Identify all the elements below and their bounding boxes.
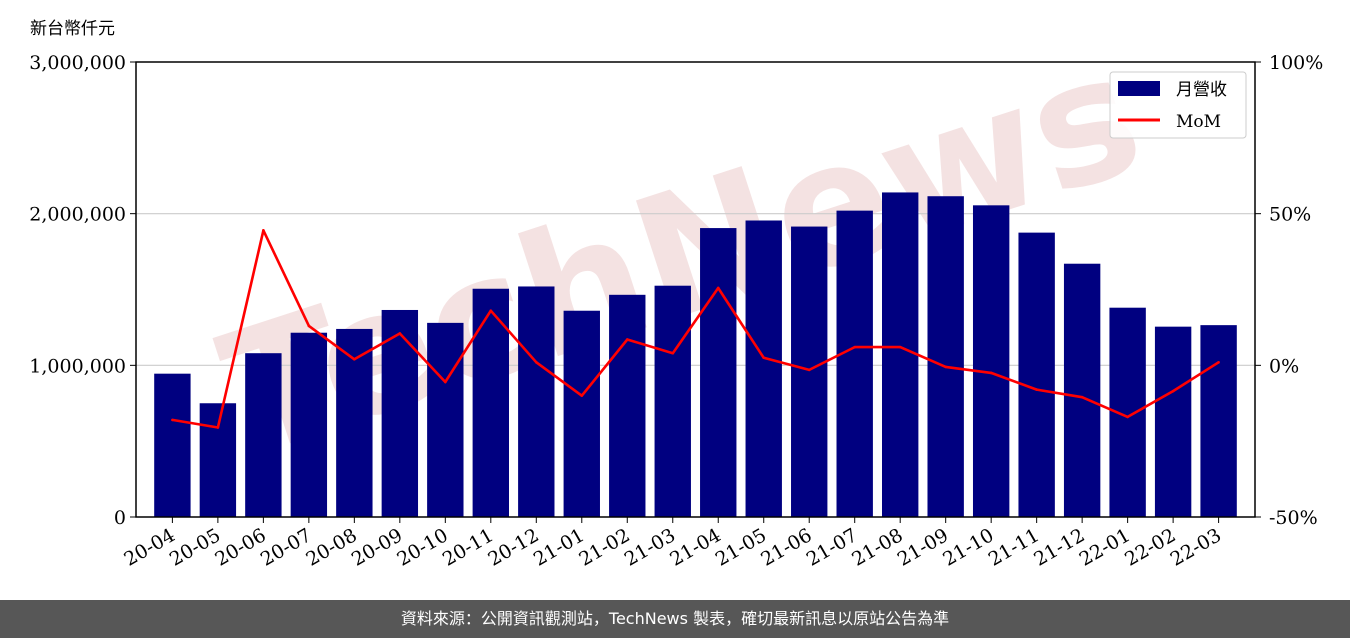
right-tick-label: 0% <box>1269 355 1299 377</box>
mom-point-21-06 <box>807 368 811 372</box>
mom-point-21-07 <box>853 345 857 349</box>
mom-point-20-07 <box>307 324 311 328</box>
bar-22-03 <box>1200 325 1237 517</box>
x-tick-label: 20-11 <box>439 524 497 570</box>
right-tick-label: -50% <box>1269 507 1318 529</box>
x-tick-label: 21-08 <box>848 524 906 570</box>
bar-21-06 <box>791 226 828 517</box>
bar-21-01 <box>563 310 600 517</box>
x-tick-label: 20-08 <box>302 524 360 570</box>
mom-point-21-01 <box>580 394 584 397</box>
x-tick-label: 22-01 <box>1076 524 1134 570</box>
left-tick-label: 3,000,000 <box>29 52 126 74</box>
bar-21-05 <box>745 220 782 517</box>
x-tick-label: 21-05 <box>712 524 770 570</box>
mom-point-22-03 <box>1217 361 1220 364</box>
right-tick-label: 50% <box>1269 204 1311 226</box>
bar-22-02 <box>1154 326 1192 517</box>
x-tick-label: 21-04 <box>666 524 724 570</box>
left-tick-label: 2,000,000 <box>29 204 126 226</box>
mom-point-21-03 <box>671 351 675 355</box>
mom-line <box>172 229 1220 429</box>
x-tick-label: 21-01 <box>530 524 588 570</box>
bar-20-11 <box>472 288 509 517</box>
x-tick-label: 20-12 <box>484 524 542 570</box>
bar-20-06 <box>245 353 282 517</box>
mom-point-22-02 <box>1171 389 1175 393</box>
mom-point-21-02 <box>625 338 629 341</box>
x-tick-label: 21-06 <box>757 524 815 570</box>
bar-20-08 <box>336 328 373 517</box>
mom-point-21-09 <box>944 365 947 369</box>
x-tick-label: 20-09 <box>348 524 406 570</box>
left-tick-label: 0 <box>114 507 126 529</box>
chart: TechNews 0 -50%1,000,000 0%2,000,000 50%3,0… <box>29 14 1323 570</box>
x-tick-label: 20-06 <box>211 524 269 570</box>
source-footer: 資料來源：公開資訊觀測站，TechNews 製表，確切最新訊息以原站公告為準 <box>0 600 1350 638</box>
bar-21-02 <box>609 294 646 517</box>
legend: 月營收 MoM <box>1109 71 1247 139</box>
mom-point-20-11 <box>489 309 493 313</box>
bar-20-04 <box>154 373 191 517</box>
x-tick-label: 22-02 <box>1121 524 1179 570</box>
x-tick-label: 22-03 <box>1167 524 1225 570</box>
bar-21-09 <box>927 196 964 517</box>
mom-point-20-05 <box>216 426 220 429</box>
mom-point-21-11 <box>1035 388 1038 391</box>
mom-series <box>171 229 1220 429</box>
unit-label: 新台幣仟元 <box>30 19 115 39</box>
x-tick-label: 21-03 <box>621 524 679 570</box>
bar-20-07 <box>290 332 328 517</box>
bar-21-08 <box>882 192 919 517</box>
x-tick-label: 20-04 <box>120 524 178 570</box>
left-tick-label: 1,000,000 <box>29 355 126 377</box>
mom-point-21-08 <box>898 345 902 349</box>
x-tick-label: 21-10 <box>939 524 997 570</box>
bar-20-12 <box>518 286 555 517</box>
bar-21-03 <box>654 285 691 517</box>
mom-point-20-10 <box>444 380 447 384</box>
mom-point-20-06 <box>262 229 265 232</box>
legend-bar-swatch <box>1118 81 1160 96</box>
x-tick-label: 21-02 <box>575 524 633 570</box>
x-tick-label: 21-09 <box>894 524 952 570</box>
bar-series <box>154 192 1237 517</box>
bar-20-09 <box>381 309 419 517</box>
mom-point-20-08 <box>353 357 356 361</box>
bar-21-07 <box>836 210 873 517</box>
x-tick-label: 21-07 <box>803 524 861 570</box>
mom-point-21-04 <box>716 286 720 290</box>
legend-label-mom: MoM <box>1176 112 1221 132</box>
plot-frame <box>135 61 1256 518</box>
mom-point-20-04 <box>171 418 174 422</box>
mom-point-20-09 <box>398 332 402 335</box>
bar-20-05 <box>199 403 237 517</box>
legend-label-revenue: 月營收 <box>1176 80 1227 100</box>
mom-point-20-12 <box>534 361 538 364</box>
x-tick-label: 21-12 <box>1030 524 1088 570</box>
mom-point-21-05 <box>762 356 766 360</box>
bar-20-10 <box>427 322 464 517</box>
mom-point-21-12 <box>1080 395 1084 399</box>
bar-21-10 <box>972 205 1010 517</box>
bar-21-11 <box>1018 232 1055 517</box>
bar-21-12 <box>1063 263 1101 517</box>
x-tick-label: 21-11 <box>985 524 1043 570</box>
x-tick-label: 20-05 <box>166 524 224 570</box>
x-tick-label: 20-07 <box>257 524 315 570</box>
mom-point-22-01 <box>1126 415 1129 419</box>
x-tick-label: 20-10 <box>393 524 451 570</box>
mom-point-21-10 <box>989 371 993 375</box>
bar-21-04 <box>700 228 737 517</box>
right-tick-label: 100% <box>1269 52 1323 74</box>
